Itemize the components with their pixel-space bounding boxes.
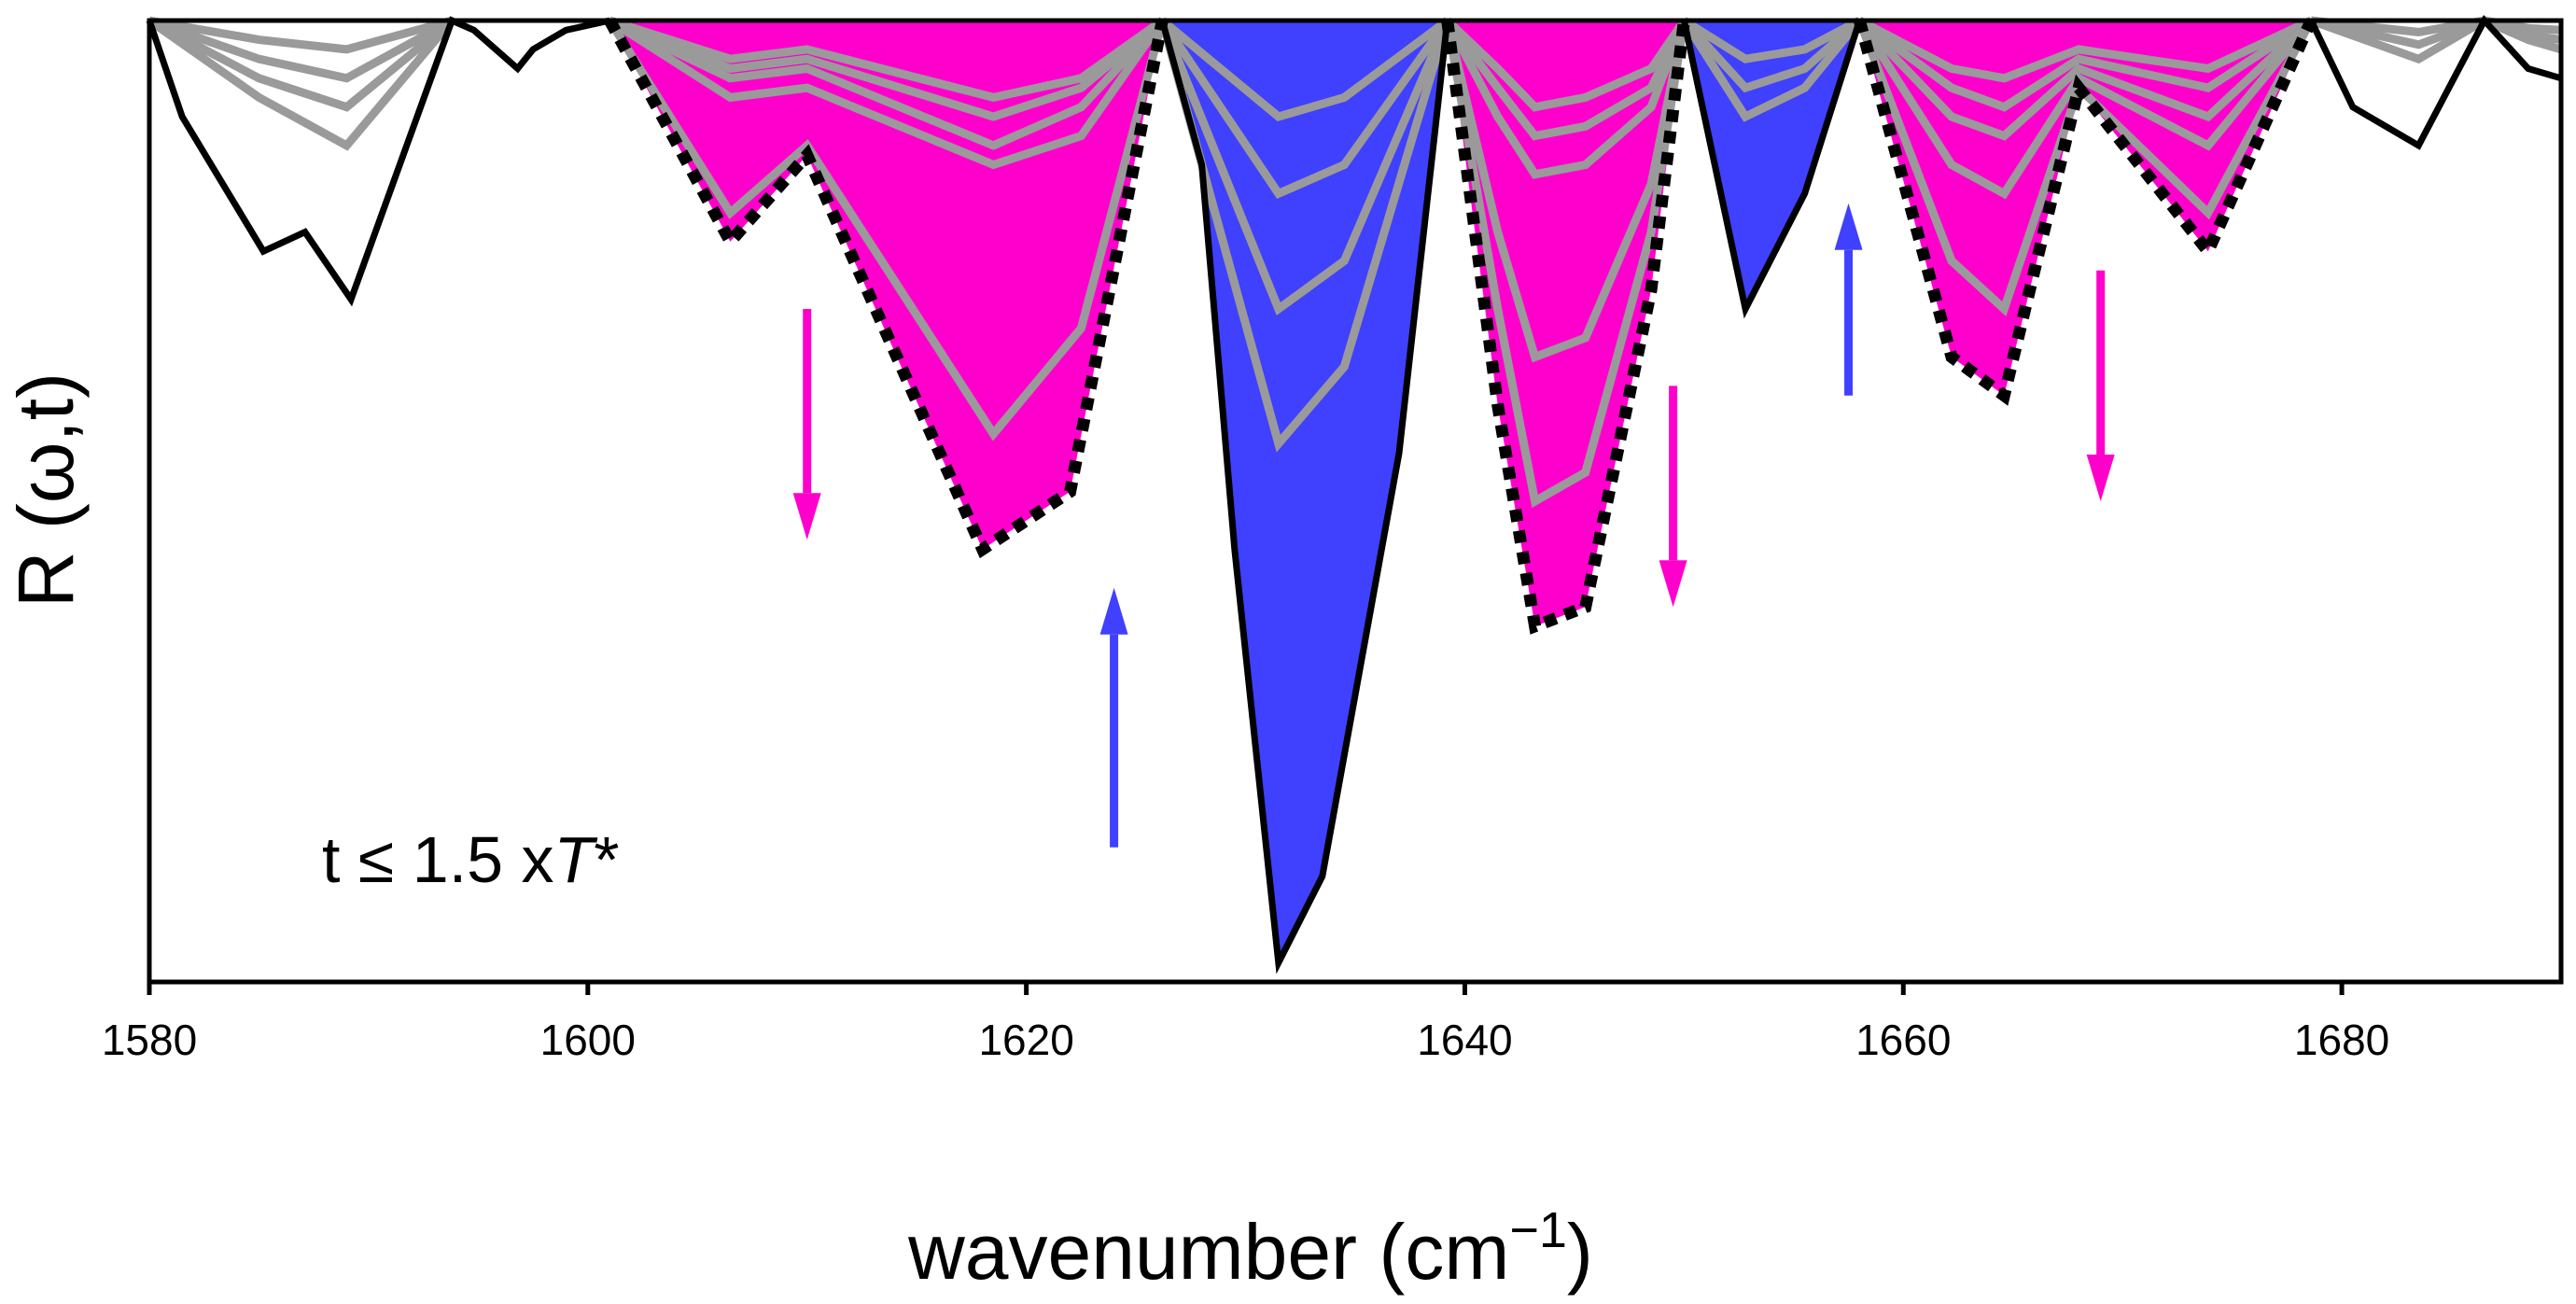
series-line-14 — [1443, 19, 1688, 363]
pink-down-arrow-1669-head — [2086, 455, 2115, 501]
series-line-16 — [1444, 18, 1688, 141]
lines-layer — [146, 14, 2563, 974]
series-line-6 — [608, 16, 1166, 150]
y-axis-title: R (ω,t) — [2, 372, 90, 608]
series-line-1 — [147, 17, 455, 112]
x-tick-label-1580: 1580 — [102, 1016, 197, 1064]
axes-layer: 1580 1600 1620 1640 1660 1680 — [102, 18, 2564, 1064]
series-line-19 — [1681, 17, 1863, 93]
series-line-24 — [1856, 17, 2314, 112]
series-line-9 — [1157, 19, 1452, 453]
x-tick-label-1600: 1600 — [540, 1016, 636, 1064]
series-line-35 — [1854, 18, 2317, 406]
x-axis-title-main: wavenumber (cm — [907, 1208, 1509, 1296]
pink-down-arrow-1649-head — [1659, 560, 1687, 608]
arrows-layer — [792, 203, 2115, 848]
x-tick-label-1640: 1640 — [1417, 1016, 1512, 1064]
x-tick-label-1680: 1680 — [2294, 1016, 2389, 1064]
pink-down-arrow-1610-head — [792, 493, 821, 540]
x-tick-label-1620: 1620 — [978, 1016, 1073, 1064]
blue-up-arrow-1657-head — [1834, 203, 1863, 250]
series-line-34 — [1441, 20, 1690, 635]
series-line-23 — [1856, 17, 2315, 141]
x-axis-title: wavenumber (cm−1) — [907, 1202, 1593, 1296]
series-line-30 — [1158, 20, 1451, 974]
series-line-33 — [604, 17, 1169, 559]
annotation-prefix: t ≤ 1.5 x — [322, 823, 554, 896]
series-line-7 — [608, 16, 1166, 121]
series-line-0 — [147, 17, 455, 151]
fill-area-2 — [1447, 21, 1685, 626]
annotation-suffix: * — [594, 823, 619, 896]
series-line-15 — [1443, 18, 1688, 179]
time-annotation: t ≤ 1.5 xT* — [322, 823, 620, 896]
series-line-18 — [1680, 18, 1863, 122]
blue-up-arrow-1624-head — [1099, 587, 1128, 635]
series-line-17 — [1444, 17, 1688, 112]
x-axis-title-close: ) — [1567, 1208, 1593, 1296]
series-line-5 — [607, 17, 1166, 170]
series-line-31 — [1680, 19, 1863, 319]
series-line-8 — [608, 16, 1165, 103]
annotation-italic: T — [554, 823, 598, 896]
series-line-22 — [1855, 18, 2315, 200]
series-line-21 — [1855, 18, 2316, 316]
series-line-11 — [1158, 18, 1451, 200]
series-line-25 — [1857, 16, 2314, 83]
series-line-20 — [1682, 17, 1862, 63]
series-line-2 — [147, 16, 455, 83]
series-line-32 — [2308, 14, 2562, 150]
series-line-12 — [1159, 17, 1450, 121]
series-line-4 — [606, 18, 1167, 442]
x-axis-title-sup: −1 — [1509, 1202, 1567, 1258]
series-line-3 — [148, 16, 454, 54]
series-line-10 — [1158, 19, 1451, 316]
x-tick-label-1660: 1660 — [1855, 1016, 1951, 1064]
